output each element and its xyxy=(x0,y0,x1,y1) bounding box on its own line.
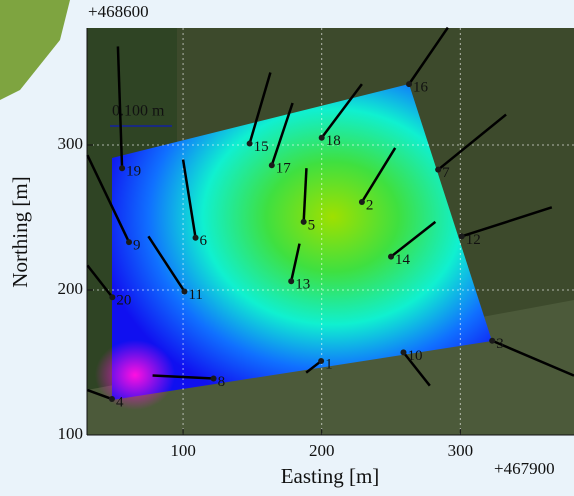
station xyxy=(288,278,295,285)
vector xyxy=(181,159,197,239)
vector xyxy=(152,374,214,380)
station xyxy=(406,81,413,88)
station xyxy=(126,239,133,246)
vector xyxy=(86,388,113,401)
vector xyxy=(248,72,272,144)
station xyxy=(435,166,442,173)
vector xyxy=(116,46,124,169)
station-label: 8 xyxy=(218,374,226,390)
vector xyxy=(461,206,553,238)
vector xyxy=(305,360,322,374)
station xyxy=(318,358,325,365)
vector xyxy=(360,147,397,203)
station-label: 4 xyxy=(116,394,124,410)
station-label: 5 xyxy=(308,217,316,233)
scale-label: 0.100 m xyxy=(112,103,165,120)
station-label: 20 xyxy=(116,293,131,309)
photo-corner xyxy=(0,0,70,100)
vector xyxy=(402,351,431,387)
station xyxy=(109,294,116,301)
station-label: 19 xyxy=(126,164,141,180)
station xyxy=(268,162,275,169)
station-label: 17 xyxy=(276,161,292,177)
y-tick-label: 100 xyxy=(58,424,84,443)
interpolated-field xyxy=(95,84,492,410)
x-offset-label: +467900 xyxy=(494,459,555,478)
station-label: 7 xyxy=(442,165,450,181)
station xyxy=(358,198,365,205)
field-surface xyxy=(112,84,492,400)
vector xyxy=(390,220,437,258)
station-label: 1 xyxy=(325,356,333,372)
x-tick-label: 300 xyxy=(448,441,474,460)
station xyxy=(318,134,325,141)
x-tick-label: 100 xyxy=(170,441,196,460)
vector xyxy=(270,102,294,166)
station-label: 18 xyxy=(326,133,341,149)
station-label: 16 xyxy=(413,80,429,96)
station-label: 3 xyxy=(496,336,504,352)
station-label: 15 xyxy=(254,139,269,155)
y-offset-label: +468600 xyxy=(88,2,149,21)
station-label: 2 xyxy=(366,197,374,213)
vector xyxy=(289,243,301,282)
y-axis-label: Northing [m] xyxy=(8,176,32,287)
station xyxy=(300,218,307,225)
x-tick-label: 200 xyxy=(309,441,335,460)
station xyxy=(458,233,465,240)
vector xyxy=(320,83,363,139)
station xyxy=(400,349,407,356)
field-low xyxy=(95,340,175,410)
station-label: 11 xyxy=(188,287,202,303)
station xyxy=(489,337,496,344)
station-label: 12 xyxy=(466,232,481,248)
station-label: 9 xyxy=(133,238,141,254)
vector xyxy=(491,339,574,377)
station xyxy=(181,288,188,295)
vector xyxy=(302,168,308,222)
y-tick-label: 300 xyxy=(58,134,84,153)
vector xyxy=(408,26,449,85)
station-label: 13 xyxy=(295,277,310,293)
station-label: 6 xyxy=(200,233,208,249)
station xyxy=(388,253,395,260)
station xyxy=(246,140,253,147)
station xyxy=(192,234,199,241)
station xyxy=(108,396,115,403)
grid: 100 200 300 100 200 300 xyxy=(58,28,574,460)
station xyxy=(119,165,126,172)
vector xyxy=(147,235,186,293)
vector xyxy=(86,264,114,299)
station-label: 10 xyxy=(407,348,422,364)
vector xyxy=(86,154,131,243)
y-tick-label: 200 xyxy=(58,279,84,298)
station-label: 14 xyxy=(395,252,411,268)
vector xyxy=(437,113,507,171)
x-axis-label: Easting [m] xyxy=(281,464,380,488)
station xyxy=(210,375,217,382)
